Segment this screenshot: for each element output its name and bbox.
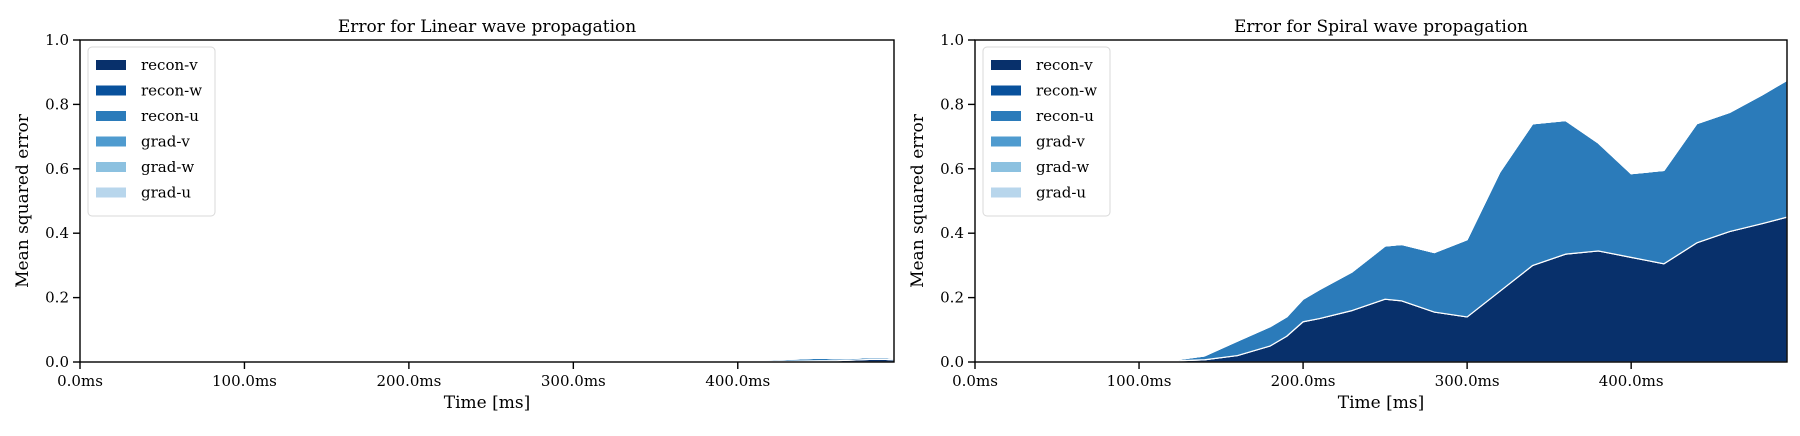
legend-swatch-grad-v: [96, 136, 126, 147]
legend-swatch-grad-v: [991, 136, 1021, 147]
legend-swatch-grad-w: [96, 162, 126, 172]
legend-label-recon-v: recon-v: [1036, 56, 1093, 74]
legend-swatch-recon-u: [991, 111, 1021, 121]
y-axis-label: Mean squared error: [908, 113, 928, 288]
legend-label-recon-v: recon-v: [141, 56, 198, 74]
legend-swatch-recon-u: [96, 111, 126, 121]
legend-label-grad-w: grad-w: [141, 158, 194, 176]
x-tick-label: 300.0ms: [1435, 372, 1500, 390]
legend-label-grad-v: grad-v: [141, 133, 190, 151]
legend-swatch-grad-u: [96, 187, 126, 198]
y-tick-label: 0.0: [940, 353, 964, 371]
legend: recon-v recon-w recon-u grad-v grad-w grad-u: [87, 46, 216, 217]
chart-title: Error for Spiral wave propagation: [1234, 17, 1528, 37]
y-tick-label: 0.4: [940, 224, 964, 242]
legend-label-recon-u: recon-u: [1036, 107, 1094, 125]
y-tick-label: 0.6: [45, 160, 69, 178]
legend-swatch-recon-v: [96, 60, 126, 70]
y-tick-label: 0.0: [45, 353, 69, 371]
legend-label-recon-w: recon-w: [141, 82, 202, 100]
y-tick-label: 1.0: [45, 31, 69, 49]
y-tick-label: 0.8: [45, 95, 69, 113]
legend-label-grad-u: grad-u: [141, 184, 191, 202]
chart-panel-1: 0.0ms 100.0ms 200.0ms 300.0ms 400.0ms 0.0 0.2 0…: [13, 17, 895, 413]
legend-swatch-recon-w: [991, 85, 1021, 96]
x-tick-label: 100.0ms: [1107, 372, 1172, 390]
legend-swatch-grad-u: [991, 187, 1021, 198]
x-tick-label: 400.0ms: [1599, 372, 1664, 390]
y-tick-label: 0.2: [940, 289, 964, 307]
x-axis-label: Time [ms]: [444, 393, 530, 413]
legend: recon-v recon-w recon-u grad-v grad-w grad-u: [982, 46, 1111, 217]
plot-frame: [79, 39, 895, 363]
legend-label-recon-u: recon-u: [141, 107, 199, 125]
x-tick-label: 200.0ms: [376, 372, 441, 390]
y-tick-label: 0.4: [45, 224, 69, 242]
chart-title: Error for Linear wave propagation: [338, 17, 636, 37]
x-tick-label: 400.0ms: [705, 372, 770, 390]
y-tick-label: 0.2: [45, 289, 69, 307]
x-tick-label: 0.0ms: [952, 372, 998, 390]
area-layer: [975, 79, 1787, 362]
chart-panel-2: 0.0ms 100.0ms 200.0ms 300.0ms 400.0ms 0.0 0.2 0…: [908, 17, 1788, 413]
x-tick-label: 200.0ms: [1271, 372, 1336, 390]
plot-frame: [974, 39, 1788, 363]
x-axis-label: Time [ms]: [1338, 393, 1424, 413]
legend-swatch-grad-w: [991, 162, 1021, 172]
legend-swatch-recon-v: [991, 60, 1021, 70]
y-tick-label: 1.0: [940, 31, 964, 49]
area-grad-u: [80, 356, 894, 362]
legend-label-recon-w: recon-w: [1036, 82, 1097, 100]
y-axis-label: Mean squared error: [13, 113, 33, 288]
legend-label-grad-v: grad-v: [1036, 133, 1085, 151]
y-tick-label: 0.8: [940, 95, 964, 113]
legend-swatch-recon-w: [96, 85, 126, 96]
area-grad-u: [975, 79, 1787, 362]
y-tick-label: 0.6: [940, 160, 964, 178]
x-tick-label: 100.0ms: [212, 372, 277, 390]
x-tick-label: 300.0ms: [541, 372, 606, 390]
legend-label-grad-u: grad-u: [1036, 184, 1086, 202]
x-tick-label: 0.0ms: [57, 372, 103, 390]
legend-label-grad-w: grad-w: [1036, 158, 1089, 176]
